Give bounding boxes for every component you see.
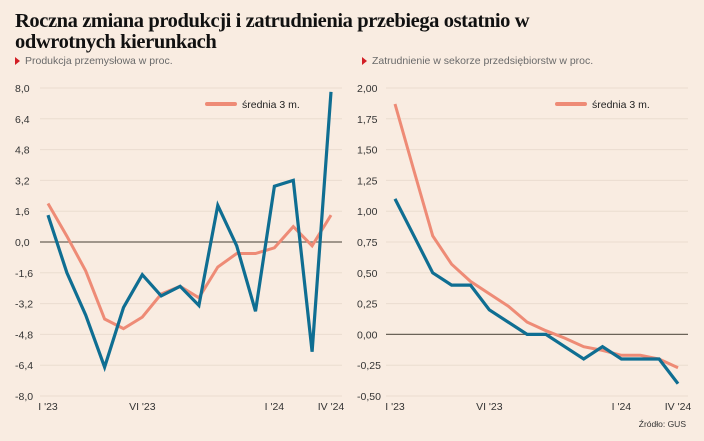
y-tick-label: -1,6 — [15, 268, 33, 280]
production-subtitle-text: Produkcja przemysłowa w proc. — [25, 55, 173, 67]
series-line-3m-average — [46, 202, 333, 331]
y-tick-label: 1,6 — [15, 206, 30, 218]
x-tick-label: I '24 — [265, 401, 285, 413]
y-tick-label: -3,2 — [15, 299, 33, 311]
y-tick-label: -0,25 — [357, 360, 381, 372]
production-subtitle: Produkcja przemysłowa w proc. — [15, 55, 173, 67]
y-tick-label: -6,4 — [15, 360, 33, 372]
x-tick-label: I '24 — [612, 401, 632, 413]
triangle-marker-icon — [362, 57, 367, 65]
source-note: Źródło: GUS — [638, 419, 686, 429]
y-tick-label: -0,50 — [357, 391, 381, 403]
x-tick-label: IV '24 — [318, 401, 345, 413]
y-tick-label: 1,25 — [357, 175, 378, 187]
y-tick-label: 0,25 — [357, 299, 378, 311]
x-tick-label: IV '24 — [665, 401, 692, 413]
y-tick-label: 6,4 — [15, 114, 30, 126]
employment-subtitle: Zatrudnienie w sekorze przedsiębiorstw w… — [362, 55, 593, 67]
chart-title: Roczna zmiana produkcji i zatrudnienia p… — [15, 10, 530, 53]
x-tick-label: I '23 — [38, 401, 58, 413]
y-tick-label: -8,0 — [15, 391, 33, 403]
legend-label-3m-average: średnia 3 m. — [242, 99, 300, 111]
y-tick-label: 1,00 — [357, 206, 378, 218]
y-tick-label: 1,75 — [357, 114, 378, 126]
x-tick-label: I '23 — [385, 401, 405, 413]
series-line-actual — [393, 198, 680, 385]
production-chart: 8,0 6,4 4,8 3,2 1,6 0,0 -1,6 -3,2 -4,8 -6,4 -8,0 I … — [15, 83, 345, 413]
y-tick-label: 8,0 — [15, 83, 30, 95]
y-tick-label: 3,2 — [15, 175, 30, 187]
y-tick-label: 0,50 — [357, 268, 378, 280]
employment-subtitle-text: Zatrudnienie w sekorze przedsiębiorstw w… — [372, 55, 594, 67]
y-tick-label: 0,75 — [357, 237, 378, 249]
y-tick-label: 1,50 — [357, 145, 378, 157]
series-line-3m-average — [393, 103, 679, 370]
y-tick-label: 0,00 — [357, 329, 378, 341]
y-tick-label: 0,0 — [15, 237, 30, 249]
series-line-actual — [46, 91, 333, 373]
y-tick-label: 4,8 — [15, 145, 30, 157]
triangle-marker-icon — [15, 57, 20, 65]
y-tick-label: 2,00 — [357, 83, 378, 95]
legend-label-3m-average: średnia 3 m. — [592, 99, 650, 111]
y-tick-label: -4,8 — [15, 329, 33, 341]
x-tick-label: VI '23 — [476, 401, 503, 413]
x-tick-label: VI '23 — [129, 401, 156, 413]
